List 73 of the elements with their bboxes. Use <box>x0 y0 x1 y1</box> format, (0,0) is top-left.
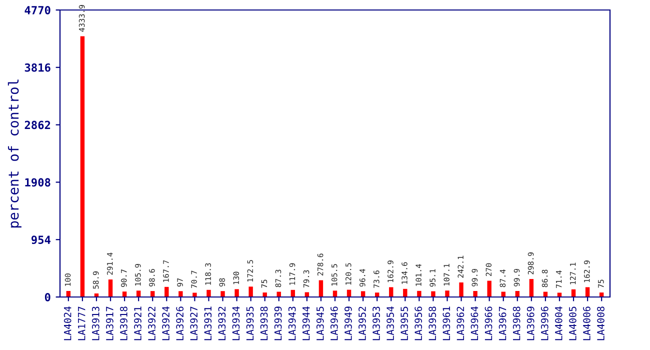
bar <box>262 292 267 297</box>
bar <box>276 292 281 297</box>
bar <box>206 290 211 297</box>
x-tick-label: LA1777 <box>78 306 86 340</box>
y-tick-label: 3816 <box>24 63 50 72</box>
bar <box>234 289 239 297</box>
bar <box>445 290 450 297</box>
x-tick-label: LA3966 <box>484 306 492 340</box>
y-tick-label: 4770 <box>24 6 50 14</box>
x-tick-label: LA3964 <box>470 306 478 340</box>
x-tick-label: LA3944 <box>302 306 310 340</box>
x-tick-label: LA3946 <box>330 306 338 340</box>
bar <box>403 288 408 297</box>
x-tick-label: LA3934 <box>232 306 240 340</box>
bar <box>473 290 478 297</box>
x-tick-label: LA3953 <box>372 306 380 340</box>
x-tick-label: LA3954 <box>386 306 394 340</box>
x-tick-label: LA3932 <box>218 306 226 340</box>
y-tick-label: 0 <box>44 292 50 302</box>
x-tick-label: LA3949 <box>344 306 352 340</box>
x-tick-label: LA3996 <box>540 306 548 340</box>
x-tick-label: LA3945 <box>316 306 324 340</box>
x-tick-label: LA3922 <box>148 306 156 340</box>
bar <box>417 290 422 297</box>
bar <box>332 290 338 297</box>
bar <box>318 280 324 297</box>
x-tick-label: LA3917 <box>106 306 114 340</box>
bar <box>529 279 534 297</box>
x-tick-label: LA3952 <box>358 306 366 340</box>
x-tick-label: LA3958 <box>428 306 436 340</box>
x-tick-label: LA3926 <box>176 306 184 340</box>
x-tick-label: LA3931 <box>204 306 212 340</box>
y-tick-label: 954 <box>32 236 50 244</box>
y-tick-label: 2862 <box>24 120 50 130</box>
x-tick-label: LA3913 <box>92 306 100 340</box>
x-tick-label: LA3924 <box>162 306 170 340</box>
bar <box>585 287 590 297</box>
bar <box>108 279 113 297</box>
y-tick-label: 1908 <box>25 178 50 187</box>
x-tick-label: LA3921 <box>134 306 142 340</box>
bar <box>501 292 506 297</box>
x-tick-label: LA3939 <box>274 306 282 340</box>
bar <box>80 36 85 297</box>
bar <box>304 292 310 297</box>
bar <box>459 282 464 297</box>
x-tick-label: LA3927 <box>190 306 198 340</box>
bar <box>431 291 436 297</box>
x-tick-label: LA4024 <box>64 306 72 340</box>
x-tick-label: LA4006 <box>583 306 590 340</box>
x-tick-label: LA3955 <box>400 306 408 340</box>
x-tick-label: LA3961 <box>442 306 450 340</box>
bar <box>346 290 352 297</box>
x-tick-label: LA3956 <box>414 306 422 340</box>
bar <box>389 287 394 297</box>
x-tick-label: LA4008 <box>597 306 604 340</box>
x-tick-label: LA3969 <box>526 306 534 340</box>
x-tick-label: LA3967 <box>498 306 506 340</box>
x-tick-label: LA3962 <box>456 306 464 340</box>
y-axis-title: percent of control <box>8 80 22 228</box>
bar <box>178 291 183 297</box>
bar <box>136 290 141 297</box>
x-tick-label: LA4005 <box>569 306 576 340</box>
bar <box>192 292 197 297</box>
x-tick-label: LA3918 <box>120 306 128 340</box>
x-tick-label: LA3943 <box>288 306 296 340</box>
bar <box>360 291 366 297</box>
x-tick-label: LA3935 <box>246 306 254 340</box>
x-tick-label: LA3968 <box>512 306 520 340</box>
bar <box>220 291 225 297</box>
x-tick-label: LA3938 <box>260 306 268 340</box>
x-tick-label: LA4004 <box>554 306 562 340</box>
bar <box>248 286 253 297</box>
bar <box>487 280 492 297</box>
